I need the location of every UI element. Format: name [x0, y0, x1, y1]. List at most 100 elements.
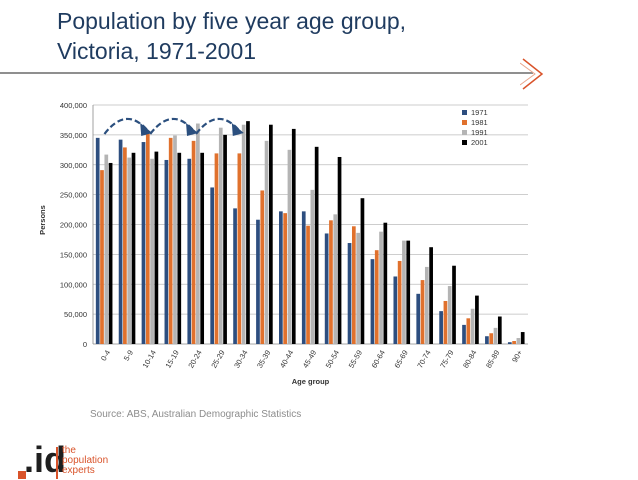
- bar-1981-35-39: [260, 190, 265, 344]
- bar-1991-15-19: [173, 135, 177, 344]
- x-tick-label: 60-64: [370, 349, 387, 370]
- bar-1971-15-19: [164, 159, 169, 344]
- logo-tagline: the population experts: [62, 446, 132, 476]
- bar-1981-50-54: [329, 220, 333, 344]
- bar-2001-30-34: [246, 121, 250, 344]
- x-tick-label: 15-19: [163, 349, 180, 370]
- title-line-2: Victoria, 1971-2001: [57, 38, 257, 64]
- x-tick-label: 90+: [510, 348, 524, 364]
- bar-1981-55-59: [351, 226, 356, 344]
- bar-1971-55-59: [347, 243, 352, 344]
- bar-1971-40-44: [279, 211, 283, 344]
- bar-1971-70-74: [416, 293, 421, 344]
- bar-2001-20-24: [200, 152, 205, 344]
- bar-1991-25-29: [218, 127, 223, 344]
- bar-1981-45-49: [306, 225, 310, 344]
- bar-1981-60-64: [374, 250, 379, 344]
- bar-1981-75-79: [443, 300, 448, 344]
- legend-label-1971: 1971: [471, 108, 488, 117]
- bar-1971-50-54: [324, 233, 329, 344]
- legend-swatch-1971: [462, 110, 467, 115]
- logo-mark: .id: [24, 439, 66, 480]
- x-axis-title: Age group: [292, 377, 330, 386]
- bar-1991-70-74: [424, 266, 429, 344]
- bar-2001-70-74: [429, 247, 433, 344]
- x-tick-label: 55-59: [347, 349, 364, 370]
- title-divider: [0, 72, 533, 74]
- bar-1971-25-29: [210, 187, 215, 344]
- legend-swatch-2001: [462, 140, 467, 145]
- x-tick-label: 30-34: [232, 349, 249, 370]
- x-tick-label: 50-54: [324, 349, 341, 370]
- x-tick-label: 25-29: [209, 349, 226, 370]
- bar-2001-35-39: [269, 124, 273, 344]
- logo-dot: [18, 471, 26, 479]
- bar-1981-70-74: [420, 280, 425, 344]
- bar-1991-45-49: [310, 189, 315, 344]
- bar-2001-10-14: [154, 151, 159, 344]
- y-tick-label: 250,000: [60, 191, 87, 200]
- x-tick-label: 35-39: [255, 349, 272, 370]
- logo-line-2: population: [62, 455, 109, 466]
- logo-line-3: experts: [62, 465, 95, 476]
- source-note: Source: ABS, Australian Demographic Stat…: [90, 409, 302, 420]
- x-tick-label: 20-24: [186, 349, 203, 370]
- legend-swatch-1981: [462, 120, 467, 125]
- bar-1971-85-89: [485, 336, 489, 344]
- bar-1971-5-9: [118, 139, 123, 344]
- bar-1981-40-44: [283, 213, 288, 344]
- bar-1981-90+: [512, 341, 516, 344]
- x-tick-label: 70-74: [415, 349, 432, 370]
- bar-1991-50-54: [333, 214, 338, 344]
- bar-2001-60-64: [383, 222, 388, 344]
- bar-2001-50-54: [337, 156, 342, 344]
- bar-1991-35-39: [264, 140, 269, 344]
- bar-1981-0-4: [100, 170, 104, 344]
- bar-1971-90+: [507, 342, 512, 344]
- x-tick-label: 85-89: [484, 349, 501, 370]
- bar-1971-75-79: [439, 311, 443, 344]
- bar-1981-25-29: [214, 153, 219, 344]
- bar-1971-30-34: [233, 208, 237, 344]
- bar-1971-45-49: [301, 211, 306, 344]
- bar-2001-45-49: [314, 146, 319, 344]
- page-title: Population by five year age group, Victo…: [57, 6, 517, 66]
- chevron-right-icon: [520, 58, 544, 90]
- y-tick-label: 400,000: [60, 101, 87, 110]
- bar-2001-55-59: [360, 198, 365, 344]
- logo-divider: [56, 447, 58, 479]
- bar-2001-75-79: [452, 265, 456, 344]
- bar-1981-5-9: [123, 147, 127, 344]
- bar-1991-5-9: [127, 157, 132, 344]
- bar-1981-10-14: [145, 132, 150, 344]
- legend-label-1981: 1981: [471, 118, 488, 127]
- bar-1991-30-34: [241, 124, 246, 344]
- bar-1991-0-4: [104, 154, 109, 344]
- x-tick-label: 45-49: [301, 349, 318, 370]
- bar-1971-35-39: [256, 219, 260, 344]
- bar-1981-15-19: [168, 137, 173, 344]
- x-tick-label: 65-69: [392, 349, 409, 370]
- bar-2001-85-89: [497, 316, 502, 344]
- bar-1971-65-69: [393, 276, 398, 344]
- cohort-arrowhead: [231, 123, 244, 136]
- bar-1991-85-89: [493, 327, 498, 344]
- bar-2001-65-69: [406, 240, 411, 344]
- y-tick-label: 150,000: [60, 250, 87, 259]
- bar-1971-0-4: [95, 137, 100, 344]
- bar-1991-40-44: [287, 149, 292, 344]
- bar-1991-90+: [516, 338, 521, 344]
- bar-1991-65-69: [402, 240, 406, 344]
- x-tick-label: 5-9: [122, 349, 135, 363]
- x-tick-label: 80-84: [461, 349, 478, 370]
- bar-2001-40-44: [291, 128, 296, 344]
- bar-1991-20-24: [196, 123, 200, 345]
- legend-label-1991: 1991: [471, 128, 488, 137]
- bar-1981-80-84: [466, 318, 471, 344]
- bar-1991-55-59: [356, 232, 360, 344]
- bar-1971-20-24: [187, 158, 192, 344]
- x-tick-label: 10-14: [141, 349, 158, 370]
- bar-1971-10-14: [141, 142, 146, 344]
- y-tick-label: 100,000: [60, 280, 87, 289]
